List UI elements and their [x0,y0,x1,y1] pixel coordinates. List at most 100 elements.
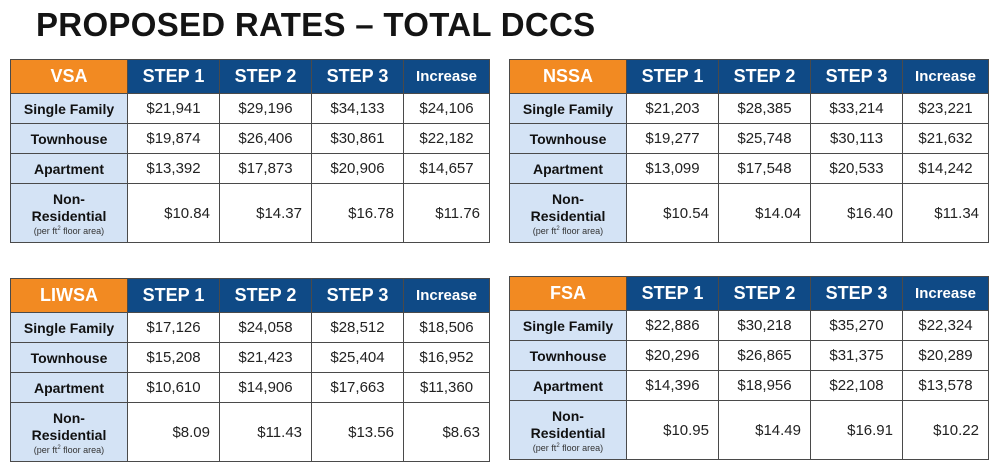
rate-cell: $35,270 [810,310,903,341]
region-label: FSA [509,276,627,311]
rate-cell: $25,404 [311,342,404,373]
column-header: Increase [403,278,490,313]
superscript: 2 [556,225,560,232]
rates-table-fsa: FSA STEP 1 STEP 2 STEP 3 Increase Single Fami… [509,276,989,460]
rate-cell: $14.04 [718,183,811,243]
column-header: STEP 1 [626,276,719,311]
rate-cell: $30,113 [810,123,903,154]
table-row-non-residential: Non- Residential (per ft2 floor area) $10.9… [509,400,989,460]
table-row-single-family: Single Family $22,886 $30,218 $35,270 $22,32… [509,310,989,341]
row-label: Apartment [509,370,627,401]
rate-cell: $10.84 [127,183,220,243]
column-header: STEP 3 [810,59,903,94]
rate-cell: $20,533 [810,153,903,184]
table-row-apartment: Apartment $13,099 $17,548 $20,533 $14,242 [509,153,989,184]
row-label-line: Residential [31,426,107,443]
rate-cell: $16.40 [810,183,903,243]
column-header: STEP 1 [626,59,719,94]
table-row-townhouse: Townhouse $20,296 $26,865 $31,375 $20,289 [509,340,989,371]
superscript: 2 [556,442,560,449]
rate-cell: $16,952 [403,342,490,373]
table-row-non-residential: Non- Residential (per ft2 floor area) $10.8… [10,183,490,243]
row-label: Townhouse [509,123,627,154]
row-label-note: (per ft2 floor area) [33,444,105,455]
row-label: Townhouse [10,342,128,373]
row-label-line: Residential [530,207,606,224]
rate-cell: $15,208 [127,342,220,373]
table-row-non-residential: Non- Residential (per ft2 floor area) $8.09… [10,402,490,462]
table-row-apartment: Apartment $13,392 $17,873 $20,906 $14,657 [10,153,490,184]
rate-cell: $19,277 [626,123,719,154]
row-label: Apartment [509,153,627,184]
superscript: 2 [57,444,61,451]
column-header: STEP 3 [311,59,404,94]
column-header: STEP 2 [219,278,312,313]
column-header: Increase [902,276,989,311]
region-label: VSA [10,59,128,94]
page-title: PROPOSED RATES – TOTAL DCCS [36,6,596,43]
rate-cell: $8.09 [127,402,220,462]
rate-cell: $14,242 [902,153,989,184]
rates-table-vsa: VSA STEP 1 STEP 2 STEP 3 Increase Single Fami… [10,59,490,243]
rate-cell: $20,906 [311,153,404,184]
row-label: Apartment [10,372,128,403]
rate-cell: $13,578 [902,370,989,401]
rate-cell: $21,632 [902,123,989,154]
column-header: STEP 3 [311,278,404,313]
region-label: NSSA [509,59,627,94]
rate-cell: $14,906 [219,372,312,403]
table-row-townhouse: Townhouse $19,277 $25,748 $30,113 $21,632 [509,123,989,154]
row-label-line: Non- [552,407,584,424]
row-label: Non- Residential (per ft2 floor area) [509,400,627,460]
row-label: Townhouse [10,123,128,154]
rate-cell: $14.49 [718,400,811,460]
rate-cell: $20,289 [902,340,989,371]
table-row-single-family: Single Family $21,203 $28,385 $33,214 $23,22… [509,93,989,124]
rate-cell: $18,956 [718,370,811,401]
rate-cell: $10,610 [127,372,220,403]
rate-cell: $28,512 [311,312,404,343]
rate-cell: $21,941 [127,93,220,124]
header-row: FSA STEP 1 STEP 2 STEP 3 Increase [509,276,989,311]
row-label-note: (per ft2 floor area) [33,225,105,236]
table-row-apartment: Apartment $10,610 $14,906 $17,663 $11,360 [10,372,490,403]
rate-cell: $33,214 [810,93,903,124]
rate-cell: $14.37 [219,183,312,243]
row-label-note: (per ft2 floor area) [532,225,604,236]
row-label-note: (per ft2 floor area) [532,442,604,453]
table-row-non-residential: Non- Residential (per ft2 floor area) $10.5… [509,183,989,243]
rate-cell: $8.63 [403,402,490,462]
rate-cell: $21,203 [626,93,719,124]
rate-cell: $26,865 [718,340,811,371]
rate-cell: $10.22 [902,400,989,460]
rate-cell: $14,657 [403,153,490,184]
table-row-single-family: Single Family $21,941 $29,196 $34,133 $24,10… [10,93,490,124]
rate-cell: $29,196 [219,93,312,124]
column-header: Increase [902,59,989,94]
rate-cell: $19,874 [127,123,220,154]
rate-cell: $17,548 [718,153,811,184]
table-row-townhouse: Townhouse $19,874 $26,406 $30,861 $22,182 [10,123,490,154]
rate-cell: $25,748 [718,123,811,154]
column-header: STEP 3 [810,276,903,311]
rate-cell: $31,375 [810,340,903,371]
rate-cell: $20,296 [626,340,719,371]
region-label: LIWSA [10,278,128,313]
rate-cell: $22,108 [810,370,903,401]
table-row-apartment: Apartment $14,396 $18,956 $22,108 $13,578 [509,370,989,401]
rate-cell: $34,133 [311,93,404,124]
column-header: STEP 2 [718,276,811,311]
row-label: Non- Residential (per ft2 floor area) [509,183,627,243]
row-label: Single Family [509,93,627,124]
rate-cell: $10.54 [626,183,719,243]
row-label-line: Residential [530,424,606,441]
rate-cell: $13.56 [311,402,404,462]
rate-cell: $26,406 [219,123,312,154]
rate-cell: $30,218 [718,310,811,341]
rates-table-liwsa: LIWSA STEP 1 STEP 2 STEP 3 Increase Single Fa… [10,278,490,462]
rate-cell: $22,886 [626,310,719,341]
table-row-single-family: Single Family $17,126 $24,058 $28,512 $18,50… [10,312,490,343]
row-label-line: Residential [31,207,107,224]
rate-cell: $17,126 [127,312,220,343]
rate-cell: $28,385 [718,93,811,124]
